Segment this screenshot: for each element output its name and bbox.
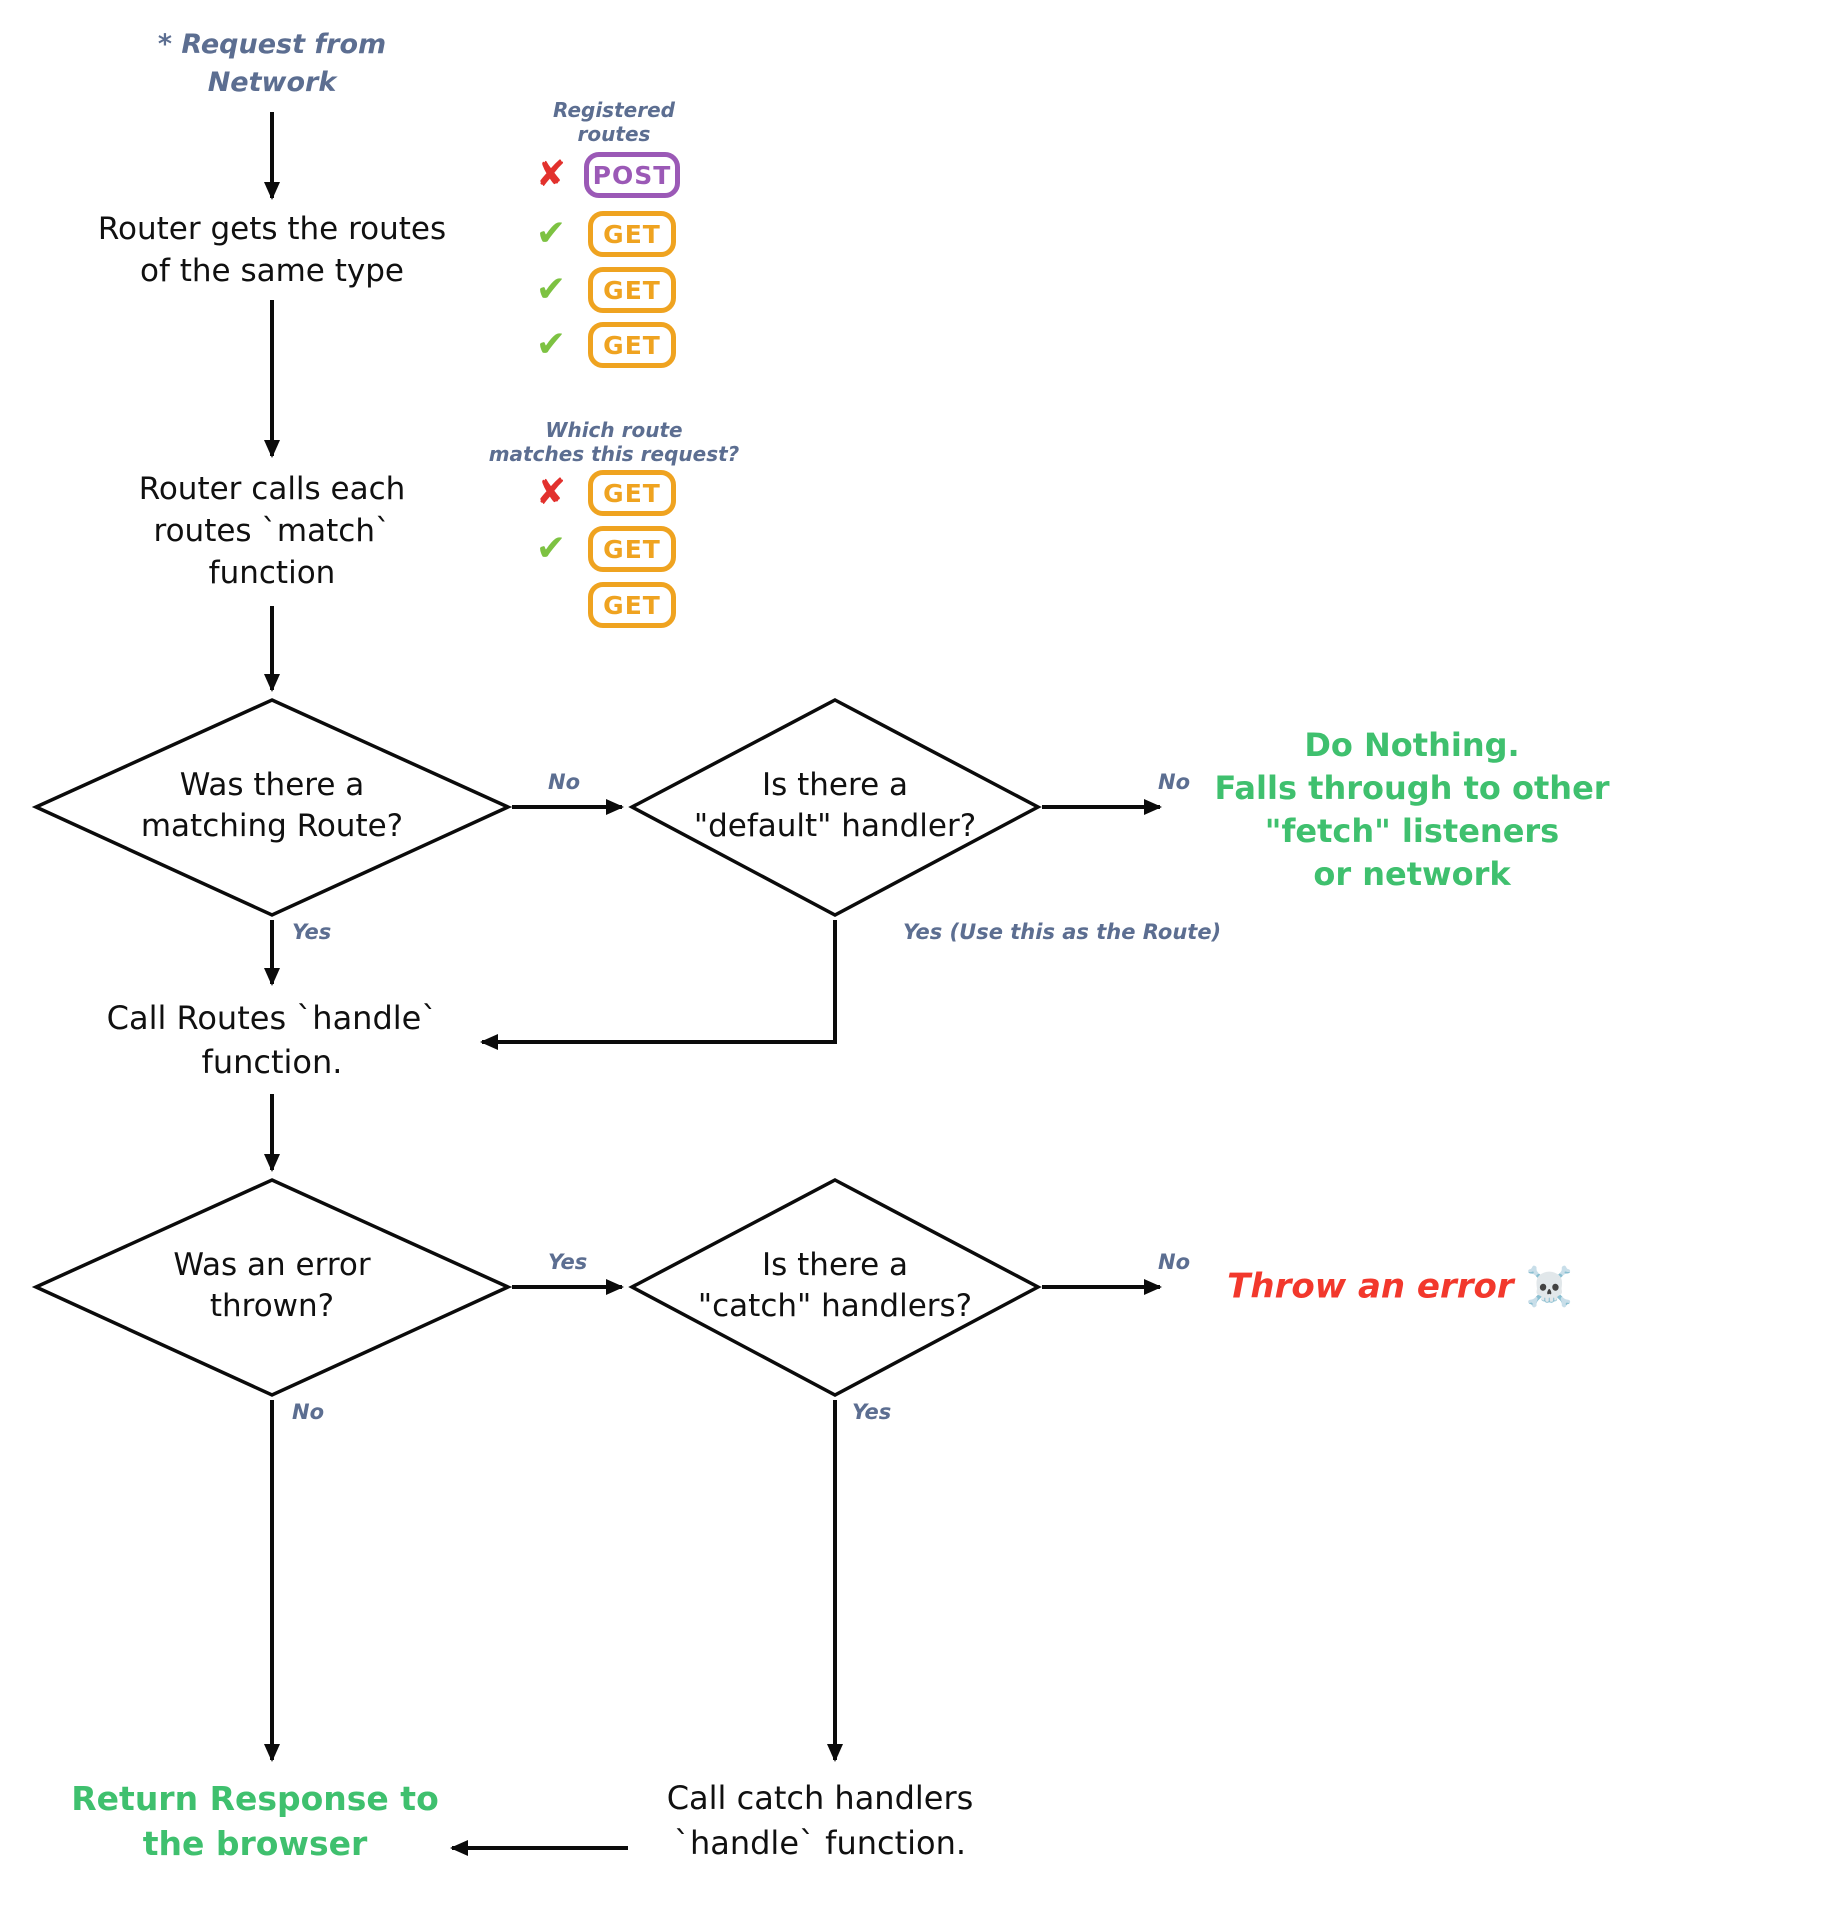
skull-icon: ☠️ xyxy=(1525,1264,1573,1309)
node-return-response: Return Response to the browser xyxy=(71,1776,439,1866)
route-badge-get: GET xyxy=(588,322,676,368)
text-line: Network xyxy=(207,67,337,98)
cross-icon: ✘ xyxy=(535,154,567,195)
diamond-is-default-handler xyxy=(628,698,1042,917)
text-line: routes xyxy=(577,122,651,146)
text-line: matching Route? xyxy=(140,808,404,844)
text-line: Router calls each xyxy=(138,471,406,507)
edge-label-yes-default: Yes (Use this as the Route) xyxy=(903,920,1222,944)
edge-label-yes-match: Yes xyxy=(292,920,332,944)
route-badge-get: GET xyxy=(588,470,676,516)
node-router-calls-match: Router calls each routes `match` functio… xyxy=(139,468,406,594)
text-line: Do Nothing. xyxy=(1304,726,1520,764)
node-router-gets-routes: Router gets the routes of the same type xyxy=(98,208,446,292)
text-line: "catch" handlers? xyxy=(697,1288,973,1324)
route-badge-post: POST xyxy=(584,152,680,198)
text-line: "default" handler? xyxy=(693,808,977,844)
text-line: Call Routes `handle` xyxy=(106,999,438,1037)
annotation-registered-routes: Registered routes xyxy=(553,98,675,146)
text-line: Was an error xyxy=(173,1247,371,1283)
decision-was-matching-route: Was there a matching Route? xyxy=(141,765,403,847)
diamond-was-error-thrown xyxy=(31,1178,513,1397)
text-line: Is there a xyxy=(761,1247,909,1283)
route-badge-get: GET xyxy=(588,267,676,313)
diamond-was-matching-route xyxy=(31,698,513,917)
route-badge-get: GET xyxy=(588,526,676,572)
text-line: Registered xyxy=(553,98,675,122)
annotation-request-from-network: * Request from Network xyxy=(158,26,386,102)
text-line: function. xyxy=(201,1043,343,1081)
text-line: Which route xyxy=(545,418,683,442)
text-line: the browser xyxy=(142,1824,368,1863)
edge-label-no-catch: No xyxy=(1158,1250,1191,1274)
node-throw-error: Throw an error ☠️ xyxy=(1227,1265,1573,1310)
decision-was-error-thrown: Was an error thrown? xyxy=(173,1245,370,1327)
text-line: or network xyxy=(1313,855,1511,893)
text-line: Is there a xyxy=(761,767,908,803)
annotation-which-route-matches: Which route matches this request? xyxy=(489,418,740,466)
node-call-routes-handle: Call Routes `handle` function. xyxy=(107,996,438,1084)
text-line: routes `match` xyxy=(153,513,391,549)
cross-icon: ✘ xyxy=(535,472,567,513)
text-line: Return Response to xyxy=(71,1779,439,1818)
text-line: matches this request? xyxy=(488,442,740,466)
node-call-catch-handlers: Call catch handlers `handle` function. xyxy=(667,1776,974,1866)
decision-is-catch-handler: Is there a "catch" handlers? xyxy=(698,1245,972,1327)
route-badge-get: GET xyxy=(588,582,676,628)
check-icon: ✔ xyxy=(535,213,567,254)
text-line: Falls through to other xyxy=(1214,769,1610,807)
check-icon: ✔ xyxy=(535,324,567,365)
text-line: of the same type xyxy=(140,253,404,289)
route-badge-get: GET xyxy=(588,211,676,257)
decision-is-default-handler: Is there a "default" handler? xyxy=(694,765,976,847)
check-icon: ✔ xyxy=(535,269,567,310)
edge-default-yes-elbow xyxy=(480,920,837,1050)
node-do-nothing: Do Nothing. Falls through to other "fetc… xyxy=(1214,724,1609,896)
edge-label-no-match: No xyxy=(548,770,581,794)
edge-label-no-error: No xyxy=(292,1400,325,1424)
edge-label-yes-error: Yes xyxy=(548,1250,588,1274)
edge-label-yes-catch: Yes xyxy=(852,1400,892,1424)
text-line: Router gets the routes xyxy=(97,211,447,247)
edge-label-no-default: No xyxy=(1158,770,1191,794)
diamond-is-catch-handler xyxy=(628,1178,1042,1397)
check-icon: ✔ xyxy=(535,528,567,569)
text-line: Throw an error xyxy=(1227,1266,1514,1307)
text-line: Was there a xyxy=(179,767,365,803)
text-line: Call catch handlers xyxy=(666,1779,974,1817)
text-line: thrown? xyxy=(209,1288,335,1324)
text-line: `handle` function. xyxy=(673,1824,967,1862)
text-line: function xyxy=(208,555,336,591)
text-line: * Request from xyxy=(157,29,387,60)
text-line: "fetch" listeners xyxy=(1264,812,1560,850)
